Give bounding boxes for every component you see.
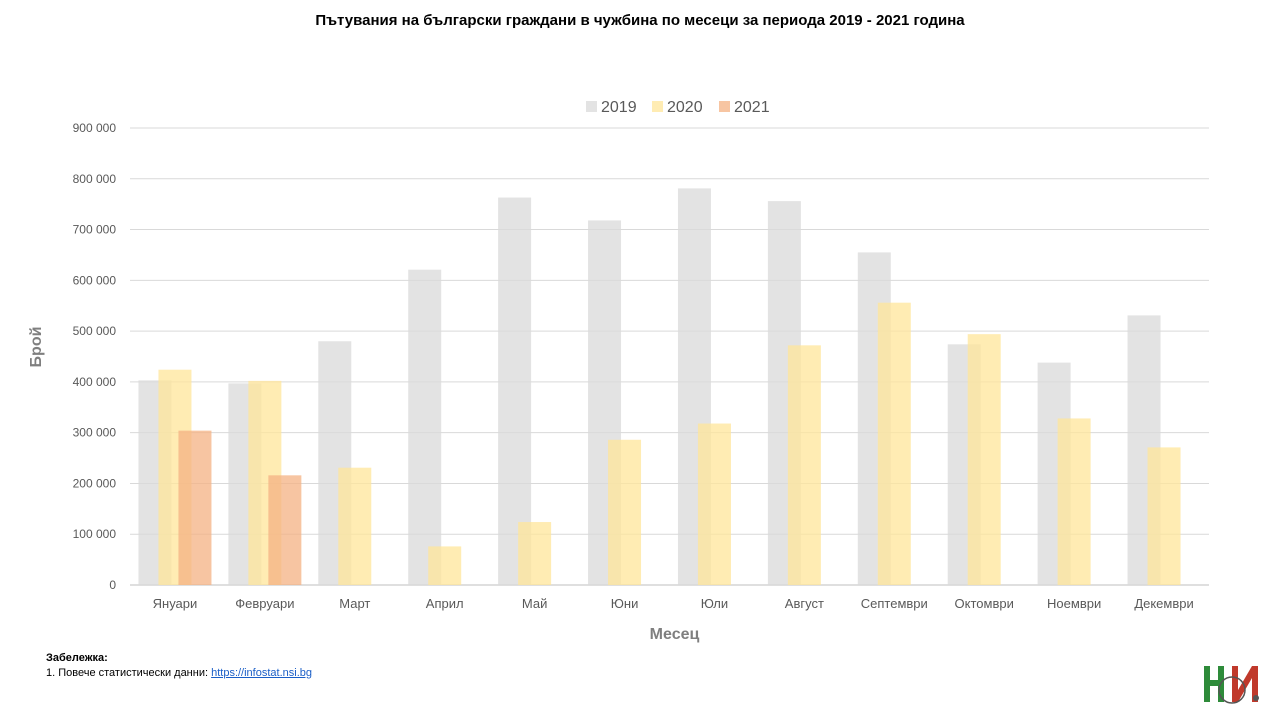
bar-2020-7 (787, 345, 821, 585)
footnote-text: 1. Повече статистически данни: (46, 667, 212, 679)
x-tick-label: Декември (1134, 596, 1193, 611)
x-tick-label: Април (426, 596, 464, 611)
x-tick-label: Май (522, 596, 547, 611)
bar-2020-8 (877, 302, 911, 585)
x-tick-label: Юли (701, 596, 728, 611)
x-tick-label: Януари (153, 596, 198, 611)
footnote-line: 1. Повече статистически данни: https://i… (46, 666, 312, 681)
x-tick-label: Август (785, 596, 824, 611)
logo-bar-mid (1204, 680, 1224, 686)
bar-2021-1 (268, 475, 302, 585)
bar-2020-11 (1147, 447, 1181, 585)
x-tick-label: Февруари (235, 596, 294, 611)
y-tick-label: 400 000 (73, 375, 117, 389)
chart-title: Пътувания на български граждани в чужбин… (315, 12, 965, 29)
logo-circle (1218, 676, 1246, 704)
y-tick-label: 200 000 (73, 476, 117, 490)
y-tick-label: 500 000 (73, 324, 117, 338)
y-tick-label: 300 000 (73, 426, 117, 440)
bar-2020-9 (967, 334, 1001, 585)
bar-2021-0 (178, 430, 212, 585)
legend-swatch-2019 (586, 101, 597, 112)
legend-swatch-2021 (719, 101, 730, 112)
y-tick-label: 900 000 (73, 121, 117, 135)
y-axis-title: Брой (28, 327, 45, 368)
y-tick-label: 800 000 (73, 172, 117, 186)
bar-2020-10 (1057, 418, 1091, 585)
bar-2020-6 (697, 423, 731, 585)
bar-2020-5 (608, 439, 642, 585)
y-tick-label: 700 000 (73, 223, 117, 237)
footnote: Забележка: 1. Повече статистически данни… (46, 651, 312, 681)
footnote-header: Забележка: (46, 652, 108, 664)
infostat-link[interactable]: https://infostat.nsi.bg (211, 667, 312, 679)
bar-2019-4 (498, 197, 532, 585)
bar-2020-4 (518, 522, 552, 585)
logo-letter-i (1232, 666, 1258, 702)
logo-dot (1253, 695, 1259, 701)
x-tick-label: Юни (611, 596, 639, 611)
x-tick-label: Септември (861, 596, 928, 611)
y-tick-label: 600 000 (73, 273, 117, 287)
bar-2019-3 (408, 269, 442, 585)
y-tick-label: 100 000 (73, 527, 117, 541)
nsi-logo-icon (1204, 666, 1259, 704)
legend-swatch-2020 (652, 101, 663, 112)
legend-label-2021: 2021 (734, 99, 770, 116)
x-axis-title: Месец (650, 626, 700, 643)
x-tick-label: Март (339, 596, 370, 611)
x-tick-label: Октомври (955, 596, 1014, 611)
y-tick-label: 0 (109, 578, 116, 592)
legend-label-2020: 2020 (667, 99, 703, 116)
bar-2020-2 (338, 467, 372, 585)
bar-2020-3 (428, 546, 462, 585)
legend-label-2019: 2019 (601, 99, 637, 116)
x-tick-label: Ноември (1047, 596, 1101, 611)
